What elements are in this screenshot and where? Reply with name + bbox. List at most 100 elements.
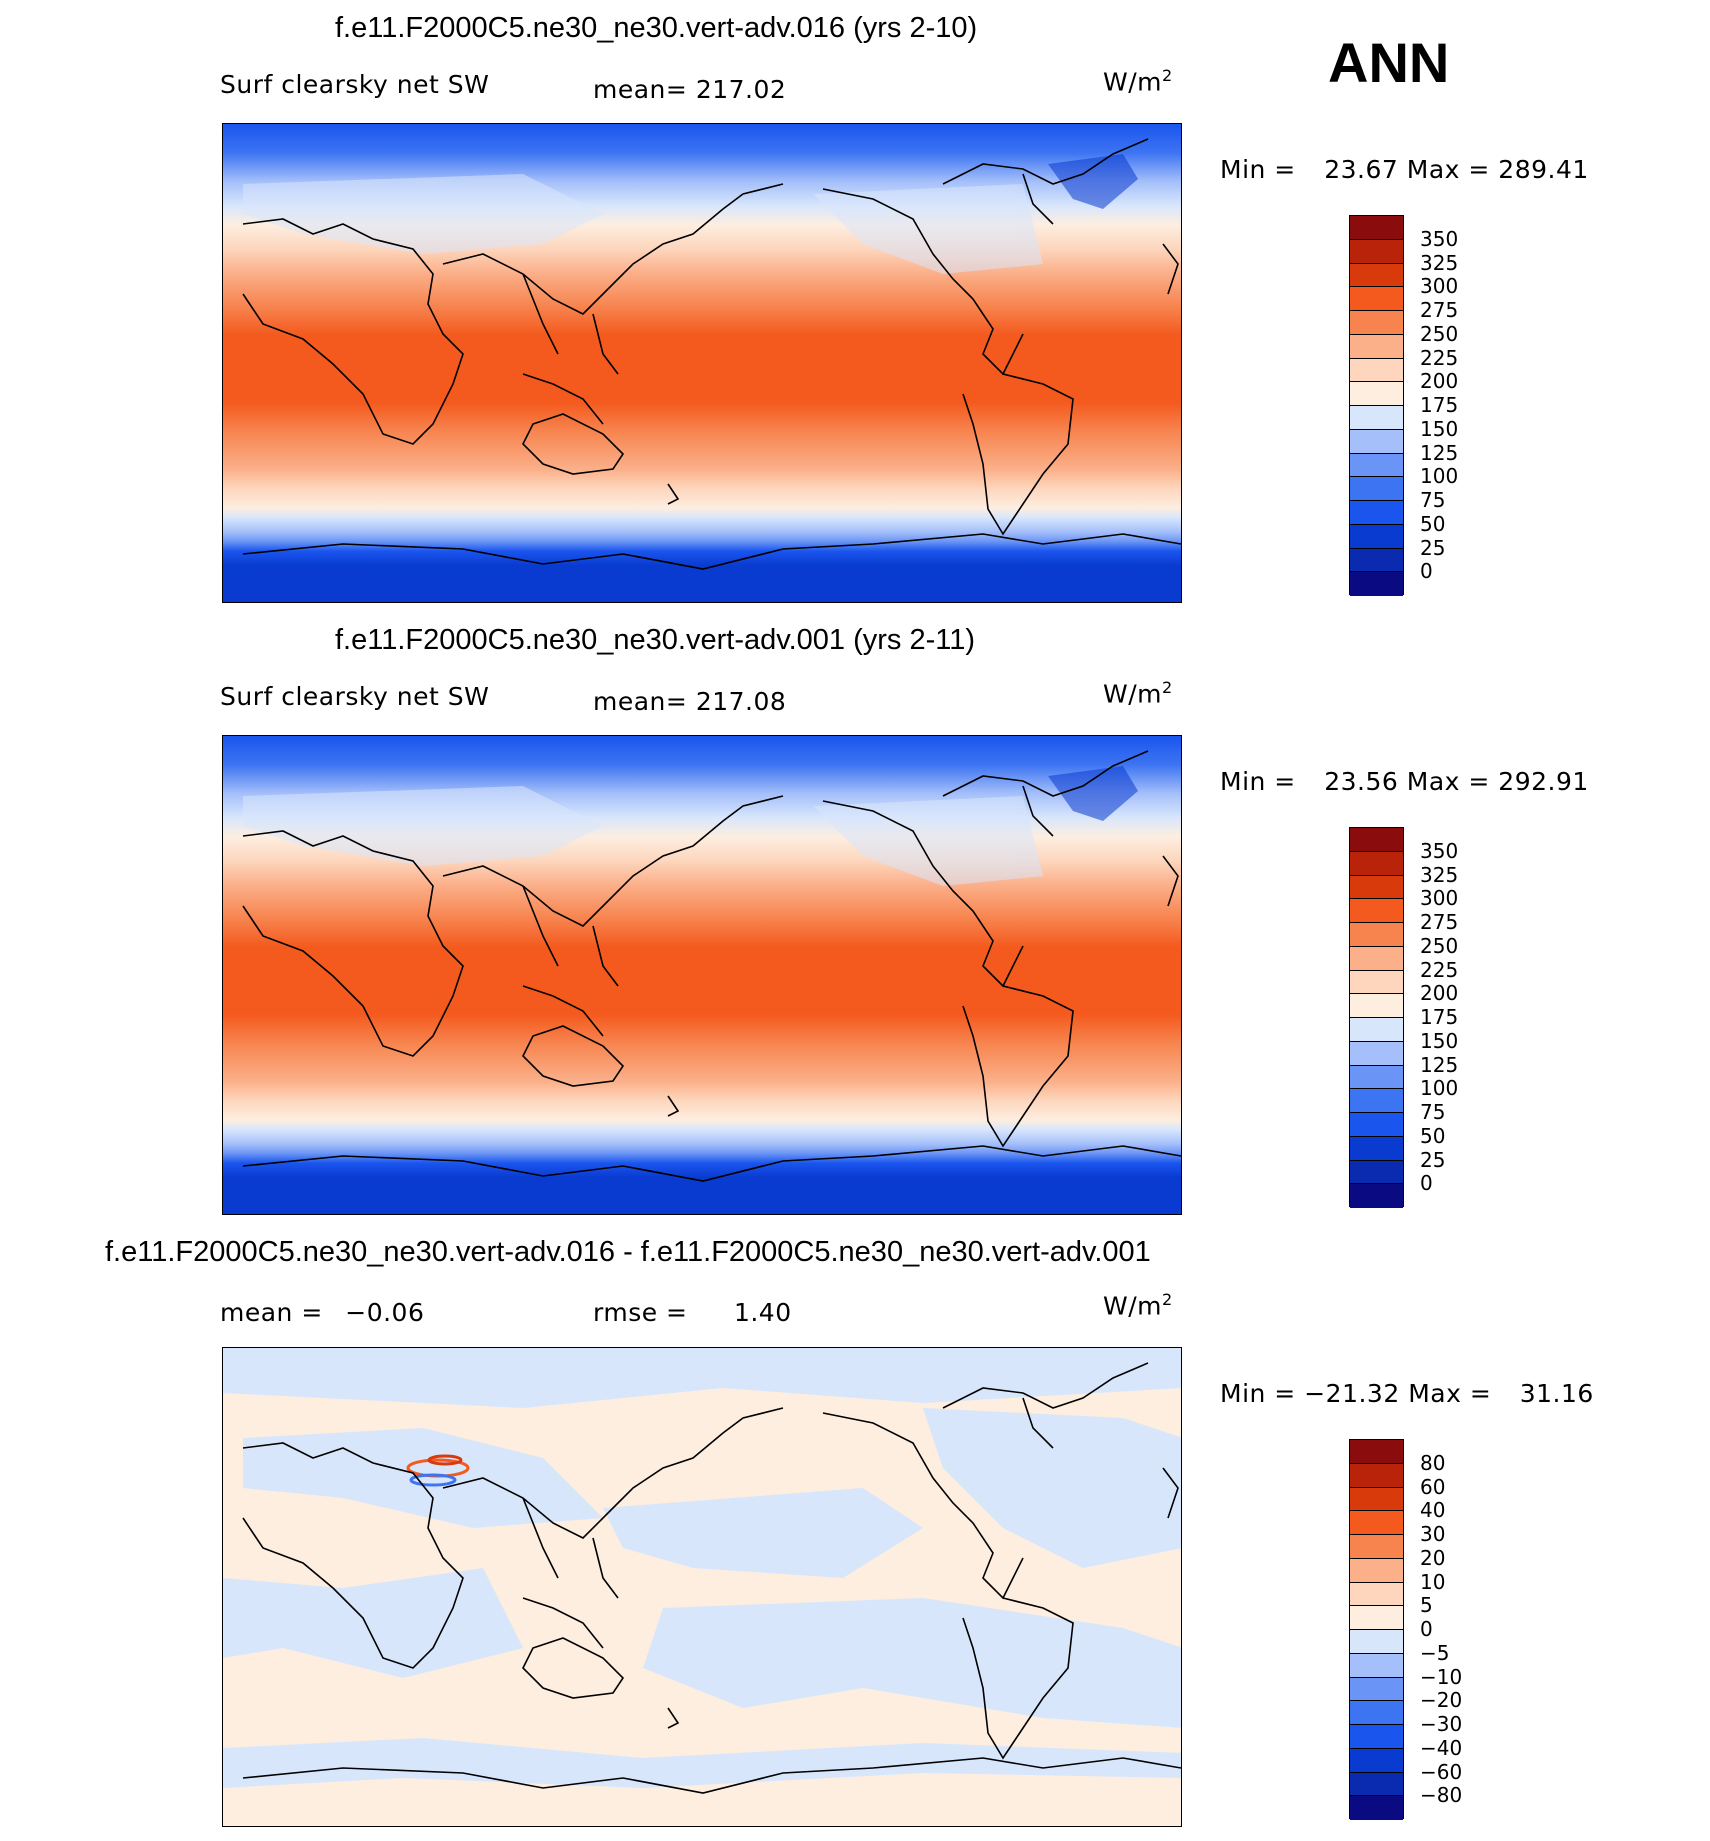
- panel3-mean-label: mean =: [220, 1298, 323, 1327]
- panel2-title: f.e11.F2000C5.ne30_ne30.vert-adv.001 (yr…: [335, 624, 975, 656]
- panel1-variable: Surf clearsky net SW: [220, 70, 490, 99]
- panel2-max-label: Max =: [1406, 767, 1490, 796]
- colorbar-tick-label: 125: [1420, 1052, 1459, 1077]
- panel1-units-exp: 2: [1162, 66, 1173, 85]
- panel3-map-svg: [223, 1348, 1181, 1826]
- panel3-hotspot: [406, 1454, 470, 1487]
- panel2-units: W/m2: [1103, 678, 1173, 708]
- colorbar-swatch: [1350, 1748, 1403, 1773]
- colorbar-swatch: [1350, 501, 1403, 525]
- panel1-max-value: 289.41: [1498, 155, 1589, 184]
- colorbar-swatch: [1350, 406, 1403, 430]
- colorbar-tick-label: −80: [1420, 1783, 1463, 1808]
- colorbar-tick-label: 60: [1420, 1474, 1446, 1499]
- colorbar-swatch: [1350, 1558, 1403, 1583]
- colorbar-swatch: [1350, 1160, 1403, 1185]
- colorbar-swatch: [1350, 1772, 1403, 1797]
- colorbar-tick-label: 200: [1420, 981, 1459, 1006]
- colorbar-swatch: [1350, 1440, 1403, 1464]
- colorbar-swatch: [1350, 1065, 1403, 1090]
- panel3-negative-regions: [223, 1348, 1181, 1788]
- colorbar-swatch: [1350, 1463, 1403, 1488]
- panel3-max-label: Max =: [1408, 1379, 1492, 1408]
- colorbar-swatch: [1350, 1487, 1403, 1512]
- colorbar-swatch: [1350, 899, 1403, 923]
- colorbar-tick-label: −40: [1420, 1735, 1463, 1760]
- panel1-map: [222, 123, 1182, 603]
- colorbar-tick-label: 300: [1420, 886, 1459, 911]
- colorbar-swatch: [1350, 1725, 1403, 1749]
- panel1-title: f.e11.F2000C5.ne30_ne30.vert-adv.016 (yr…: [335, 12, 978, 44]
- colorbar-swatch: [1350, 1136, 1403, 1161]
- colorbar-tick-label: 50: [1420, 511, 1446, 536]
- panel2-map-svg: [223, 736, 1181, 1214]
- colorbar-swatch: [1350, 1630, 1403, 1654]
- colorbar-swatch: [1350, 1606, 1403, 1630]
- colorbar-tick-label: 200: [1420, 369, 1459, 394]
- panel3-coastlines: [242, 1362, 1181, 1794]
- panel1-minmax: Min = 23.67 Max = 289.41: [1220, 155, 1589, 184]
- panel1-land-tint: [243, 154, 1138, 274]
- colorbar-tick-label: 125: [1420, 440, 1459, 465]
- panel1-colorbar: [1349, 215, 1404, 596]
- panel2-mean: mean= 217.08: [593, 687, 786, 716]
- colorbar-tick-label: 25: [1420, 1147, 1446, 1172]
- panel1-units-base: W/m: [1103, 67, 1162, 97]
- colorbar-tick-label: 325: [1420, 250, 1459, 275]
- colorbar-tick-label: 150: [1420, 1028, 1459, 1053]
- colorbar-tick-label: 10: [1420, 1569, 1446, 1594]
- panel2-units-exp: 2: [1162, 678, 1173, 697]
- panel2-coastlines: [242, 750, 1181, 1182]
- panel3-units-exp: 2: [1162, 1290, 1173, 1309]
- panel3-units-base: W/m: [1103, 1291, 1162, 1321]
- colorbar-swatch: [1350, 970, 1403, 995]
- colorbar-swatch: [1350, 994, 1403, 1018]
- panel3-map: [222, 1347, 1182, 1827]
- colorbar-swatch: [1350, 1701, 1403, 1725]
- colorbar-swatch: [1350, 287, 1403, 311]
- colorbar-swatch: [1350, 1041, 1403, 1066]
- colorbar-swatch: [1350, 1796, 1403, 1820]
- colorbar-swatch: [1350, 524, 1403, 549]
- panel1-max-label: Max =: [1406, 155, 1490, 184]
- panel1-mean-label: mean=: [593, 75, 688, 104]
- panel2-min-label: Min =: [1220, 767, 1296, 796]
- panel3-rmse: rmse = 1.40: [593, 1298, 792, 1327]
- colorbar-swatch: [1350, 1113, 1403, 1137]
- panel3-units: W/m2: [1103, 1290, 1173, 1320]
- colorbar-swatch: [1350, 239, 1403, 264]
- colorbar-tick-label: 350: [1420, 838, 1459, 863]
- colorbar-swatch: [1350, 828, 1403, 852]
- colorbar-tick-label: 40: [1420, 1498, 1446, 1523]
- panel2-mean-label: mean=: [593, 687, 688, 716]
- panel3-mean: mean = −0.06: [220, 1298, 424, 1327]
- colorbar-tick-label: 0: [1420, 1171, 1433, 1196]
- panel3-title: f.e11.F2000C5.ne30_ne30.vert-adv.016 - f…: [105, 1236, 1151, 1268]
- colorbar-swatch: [1350, 1582, 1403, 1607]
- panel1-min-value: 23.67: [1324, 155, 1399, 184]
- colorbar-tick-label: 250: [1420, 321, 1459, 346]
- panel2-min-value: 23.56: [1324, 767, 1399, 796]
- colorbar-tick-label: −10: [1420, 1664, 1463, 1689]
- colorbar-tick-label: −5: [1420, 1640, 1450, 1665]
- colorbar-swatch: [1350, 216, 1403, 240]
- colorbar-swatch: [1350, 548, 1403, 573]
- colorbar-swatch: [1350, 453, 1403, 478]
- colorbar-swatch: [1350, 923, 1403, 947]
- colorbar-tick-label: 5: [1420, 1593, 1433, 1618]
- panel3-rmse-label: rmse =: [593, 1298, 688, 1327]
- colorbar-tick-label: 275: [1420, 910, 1459, 934]
- colorbar-tick-label: 300: [1420, 274, 1459, 299]
- colorbar-tick-label: 175: [1420, 1005, 1459, 1029]
- colorbar-tick-label: 100: [1420, 1076, 1459, 1101]
- colorbar-swatch: [1350, 1089, 1403, 1113]
- panel1-mean: mean= 217.02: [593, 75, 786, 104]
- colorbar-tick-label: −20: [1420, 1688, 1463, 1713]
- panel2-minmax: Min = 23.56 Max = 292.91: [1220, 767, 1589, 796]
- colorbar-tick-label: 275: [1420, 298, 1459, 322]
- colorbar-tick-label: 150: [1420, 416, 1459, 441]
- colorbar-tick-label: 75: [1420, 488, 1446, 512]
- panel2-land-tint: [243, 766, 1138, 886]
- colorbar-tick-label: 0: [1420, 1617, 1433, 1641]
- colorbar-swatch: [1350, 1184, 1403, 1208]
